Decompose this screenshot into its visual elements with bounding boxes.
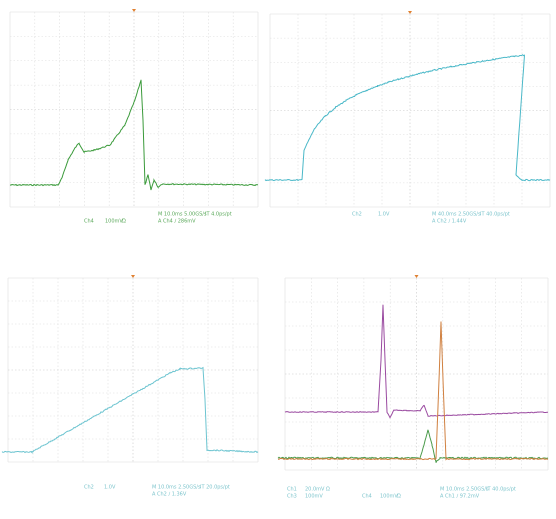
- readout: 20.0mV Ω: [305, 487, 330, 493]
- trace: [277, 429, 549, 463]
- readout: A Ch1 ∕ 97.2mV: [440, 494, 480, 500]
- readout: Ch4: [362, 494, 372, 500]
- readout: M 40.0ms 2.50GS/s: [432, 212, 481, 218]
- trigger-marker: [414, 275, 419, 278]
- readout: 1.0V: [378, 212, 390, 218]
- readout: IT 4.0ps/pt: [205, 212, 232, 218]
- readout: Ω: [397, 494, 401, 500]
- panel-4-readouts: Ch1 20.0mV Ω Ch3 100mV Ch4 100mV Ω M 10.…: [287, 487, 516, 500]
- graticule: [284, 275, 549, 471]
- graticule: [269, 11, 551, 208]
- trace: [284, 304, 549, 419]
- trace: [264, 54, 551, 182]
- readout: M 10.0ms 5.00GS/s: [158, 212, 207, 218]
- trace: [1, 366, 259, 454]
- graticule: [7, 275, 259, 463]
- readout: Ω: [122, 219, 126, 225]
- trace: [9, 79, 258, 191]
- readout: 100mV: [380, 494, 398, 500]
- readout: Ch3: [287, 494, 297, 500]
- trigger-marker: [132, 9, 136, 12]
- readout: 1.0V: [104, 485, 116, 491]
- readout: Ch2: [84, 485, 94, 491]
- readout: A Ch4 ∕ 286mV: [158, 219, 196, 225]
- trace: [278, 321, 549, 461]
- graticule: [9, 9, 259, 208]
- trigger-marker: [131, 275, 135, 278]
- readout: Ch4: [84, 219, 94, 225]
- readout: Ch2: [352, 212, 362, 218]
- readout: IT 20.0ps/pt: [200, 485, 230, 491]
- readout: A Ch2 ∕ 1.44V: [432, 219, 467, 225]
- readout: IT 40.0ps/pt: [480, 212, 510, 218]
- panel-2-readouts: Ch2 1.0V M 40.0ms 2.50GS/s IT 40.0ps/pt …: [352, 212, 510, 225]
- panel-3-readouts: Ch2 1.0V M 10.0ms 2.50GS/s IT 20.0ps/pt …: [84, 485, 230, 498]
- readout: M 10.0ms 2.50GS/s: [440, 487, 489, 493]
- readout: Ch1: [287, 487, 297, 493]
- readout: 100mV: [305, 494, 323, 500]
- readout: IT 40.0ps/pt: [486, 487, 516, 493]
- readout: A Ch2 ∕ 1.36V: [152, 492, 187, 498]
- trigger-marker: [408, 11, 412, 14]
- readout: 100mV: [105, 219, 123, 225]
- readout: M 10.0ms 2.50GS/s: [152, 485, 201, 491]
- panel-1-readouts: Ch4 100mV Ω M 10.0ms 5.00GS/s IT 4.0ps/p…: [84, 212, 232, 225]
